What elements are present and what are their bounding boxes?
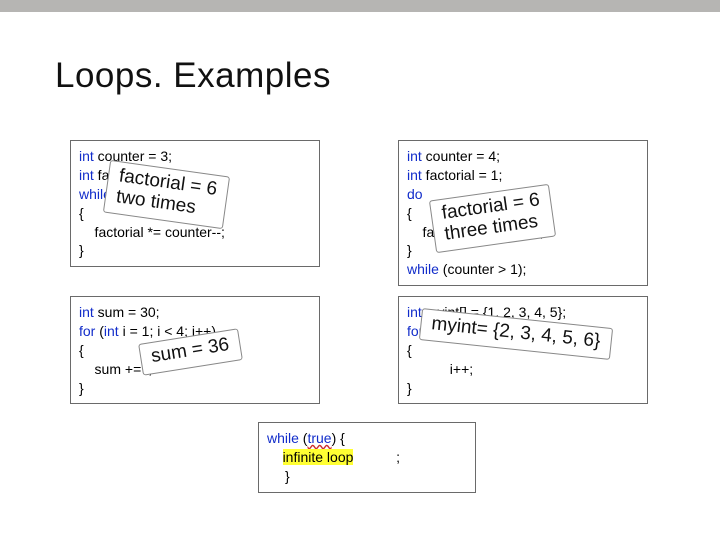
- code-text: (: [95, 323, 104, 339]
- page-title: Loops. Examples: [55, 56, 331, 96]
- highlight-text: infinite loop: [283, 449, 354, 465]
- kw-int: int: [104, 323, 119, 339]
- code-line: int sum = 30;: [79, 303, 311, 322]
- code-line: while (counter > 1);: [407, 260, 639, 279]
- kw-int: int: [79, 167, 94, 183]
- code-line: }: [267, 467, 467, 486]
- code-line: }: [79, 241, 311, 260]
- code-line: i++;: [407, 360, 639, 379]
- code-text: ) {: [332, 430, 345, 446]
- code-line: int factorial = 1;: [407, 166, 639, 185]
- code-text: [267, 449, 283, 465]
- code-line: factorial *= counter--;: [79, 223, 311, 242]
- code-line: int counter = 4;: [407, 147, 639, 166]
- header-rule: [0, 0, 720, 12]
- kw-int: int: [79, 304, 94, 320]
- code-text: sum = 30;: [94, 304, 160, 320]
- kw-int: int: [407, 167, 422, 183]
- code-text: ;: [353, 449, 400, 465]
- kw-true: true: [307, 430, 331, 446]
- code-line: while (true) {: [267, 429, 467, 448]
- code-text: (counter > 1);: [439, 261, 527, 277]
- kw-int: int: [79, 148, 94, 164]
- kw-while: while: [407, 261, 439, 277]
- code-text: counter = 3;: [94, 148, 172, 164]
- code-line: }: [79, 379, 311, 398]
- kw-for: for: [79, 323, 95, 339]
- kw-int: int: [407, 148, 422, 164]
- code-box-infinite: while (true) { infinite loop ; }: [258, 422, 476, 493]
- code-line: infinite loop ;: [267, 448, 467, 467]
- code-line: }: [407, 379, 639, 398]
- code-text: factorial = 1;: [422, 167, 503, 183]
- kw-int: int: [407, 304, 422, 320]
- kw-do: do: [407, 186, 423, 202]
- code-text: counter = 4;: [422, 148, 500, 164]
- kw-while: while: [267, 430, 299, 446]
